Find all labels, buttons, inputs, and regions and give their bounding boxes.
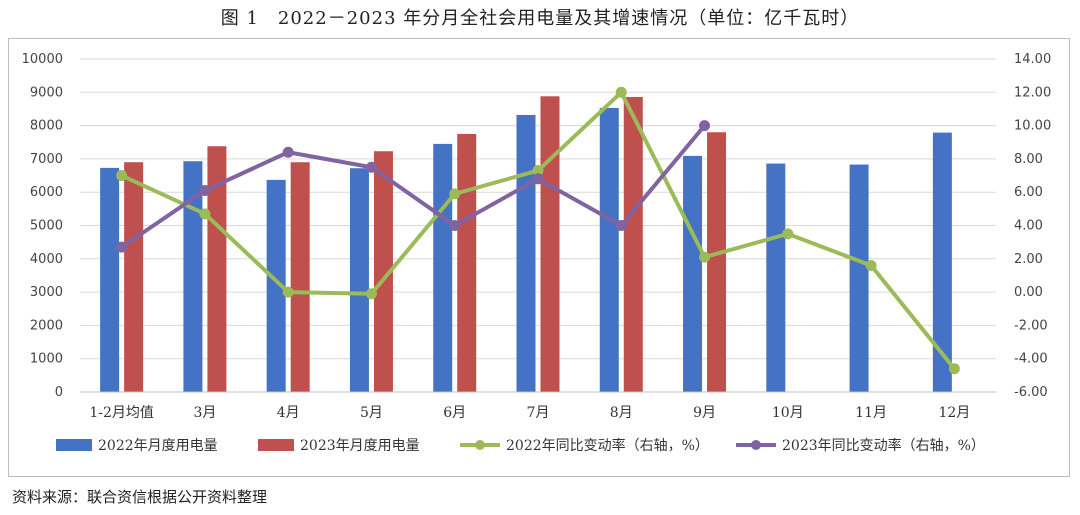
chart-frame [8, 38, 1070, 477]
bar [683, 155, 703, 392]
bar [766, 163, 786, 392]
line-point [116, 170, 128, 182]
y2-tick-label: -6.00 [1014, 385, 1048, 400]
bar [433, 143, 453, 392]
chart-title: 图 1 2022－2023 年分月全社会用电量及其增速情况（单位：亿千瓦时） [220, 8, 860, 29]
y2-tick-label: 8.00 [1014, 152, 1043, 167]
y-tick-label: 10000 [22, 52, 63, 67]
y-tick-label: 0 [55, 385, 63, 400]
bar [932, 132, 952, 392]
bar [707, 132, 727, 392]
y2-tick-label: 6.00 [1014, 185, 1043, 200]
line-point [532, 165, 544, 177]
x-tick-label: 8月 [610, 405, 633, 421]
y-tick-label: 2000 [30, 318, 63, 333]
line-point [199, 185, 211, 197]
legend-label: 2023年同比变动率（右轴，%） [782, 437, 985, 454]
y2-tick-label: -2.00 [1014, 318, 1048, 333]
line-point [116, 241, 128, 253]
y2-tick-label: -4.00 [1014, 352, 1048, 367]
y-tick-label: 6000 [30, 185, 63, 200]
legend-label: 2022年月度用电量 [98, 438, 218, 454]
x-tick-label: 1-2月均值 [89, 405, 154, 421]
line-point [282, 146, 294, 158]
series-line [120, 124, 707, 249]
legend-marker [751, 440, 761, 450]
line-point [449, 220, 461, 231]
line-point [865, 259, 877, 271]
x-tick-label: 6月 [443, 405, 466, 421]
legend-label: 2022年同比变动率（右轴，%） [506, 437, 709, 454]
y-tick-label: 4000 [30, 252, 63, 267]
chart-svg: 0 1000 2000 3000 4000 5000 6000 7000 8000 9000 100… [22, 52, 1052, 454]
y2-tick-label: 2.00 [1014, 252, 1043, 267]
line-point [199, 208, 211, 220]
series-line [120, 90, 956, 370]
bar [457, 133, 477, 393]
bar [266, 179, 286, 392]
x-tick-label: 10月 [772, 405, 804, 421]
x-tick-label: 3月 [193, 405, 216, 421]
line-point [365, 161, 377, 173]
bar [349, 168, 369, 392]
y-tick-label: 9000 [30, 85, 63, 100]
line-point [615, 86, 627, 98]
line-point [282, 286, 294, 298]
x-tick-label: 11月 [855, 405, 887, 421]
bar [373, 151, 393, 392]
bar [623, 96, 643, 392]
bar [207, 146, 227, 392]
x-tick-label: 4月 [277, 405, 300, 421]
y-tick-label: 8000 [30, 119, 63, 134]
line-point [532, 173, 544, 185]
y2-tick-label: 12.00 [1014, 85, 1051, 100]
y-tick-label: 3000 [30, 285, 63, 300]
y-tick-label: 1000 [30, 352, 63, 367]
bar [124, 162, 144, 392]
x-tick-label: 5月 [360, 405, 383, 421]
bar [183, 161, 203, 392]
line-point [615, 220, 627, 231]
bar [516, 114, 536, 392]
y2-tick-label: 4.00 [1014, 219, 1043, 234]
x-tick-label: 9月 [693, 405, 716, 421]
source-note: 资料来源：联合资信根据公开资料整理 [12, 488, 268, 506]
bar [599, 107, 619, 393]
y2-tick-label: 14.00 [1014, 52, 1051, 67]
legend-label: 2023年月度用电量 [300, 438, 420, 454]
bar [849, 164, 869, 392]
bar [540, 96, 560, 393]
line-point [699, 120, 711, 132]
line-point [948, 363, 960, 375]
y2-tick-label: 10.00 [1014, 119, 1051, 134]
y-tick-label: 5000 [30, 219, 63, 234]
line-point [699, 251, 711, 263]
x-tick-label: 12月 [938, 405, 970, 421]
bar [100, 167, 120, 392]
line-point [365, 288, 377, 300]
y-tick-label: 7000 [30, 152, 63, 167]
y2-tick-label: 0.00 [1014, 285, 1043, 300]
legend-swatch [258, 439, 294, 451]
legend-marker [475, 440, 485, 450]
legend-swatch [56, 439, 92, 451]
bar [290, 162, 310, 392]
line-point [782, 228, 794, 240]
line-point [449, 188, 461, 200]
x-tick-label: 7月 [527, 405, 550, 421]
